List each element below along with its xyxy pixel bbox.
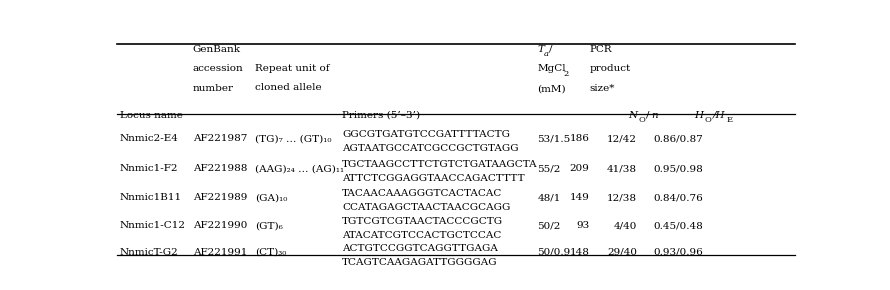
Text: AF221991: AF221991: [192, 248, 247, 257]
Text: 148: 148: [570, 248, 589, 257]
Text: AF221988: AF221988: [192, 164, 247, 173]
Text: 29/40: 29/40: [607, 248, 637, 257]
Text: 2: 2: [563, 70, 569, 78]
Text: 48/1: 48/1: [538, 193, 561, 202]
Text: N: N: [627, 111, 637, 120]
Text: 0.45/0.48: 0.45/0.48: [653, 221, 703, 230]
Text: Locus name: Locus name: [119, 111, 182, 120]
Text: TGTCGTCGTAACTACCCGCTG: TGTCGTCGTAACTACCCGCTG: [343, 217, 504, 226]
Text: Nnmic2-E4: Nnmic2-E4: [119, 134, 178, 143]
Text: 186: 186: [570, 134, 589, 143]
Text: Nnmic1-C12: Nnmic1-C12: [119, 221, 185, 230]
Text: O: O: [638, 116, 645, 124]
Text: (AAG)₂₄ … (AG)₁₁: (AAG)₂₄ … (AG)₁₁: [255, 164, 344, 173]
Text: AGTAATGCCATCGCCGCTGTAGG: AGTAATGCCATCGCCGCTGTAGG: [343, 144, 519, 153]
Text: 0.95/0.98: 0.95/0.98: [653, 164, 703, 173]
Text: TGCTAAGCCTTCTGTCTGATAAGCTA: TGCTAAGCCTTCTGTCTGATAAGCTA: [343, 160, 538, 169]
Text: 50/0.9: 50/0.9: [538, 248, 570, 257]
Text: (CT)₃₀: (CT)₃₀: [255, 248, 286, 257]
Text: GenBank: GenBank: [192, 45, 240, 54]
Text: ACTGTCCGGTCAGGTTGAGA: ACTGTCCGGTCAGGTTGAGA: [343, 244, 498, 253]
Text: ATACATCGTCCACTGCTCCAC: ATACATCGTCCACTGCTCCAC: [343, 231, 502, 240]
Text: E: E: [726, 116, 732, 124]
Text: 50/2: 50/2: [538, 221, 561, 230]
Text: 209: 209: [570, 164, 589, 173]
Text: /H: /H: [713, 111, 725, 120]
Text: Primers (5’–3’): Primers (5’–3’): [343, 111, 420, 120]
Text: Repeat unit of: Repeat unit of: [255, 64, 329, 73]
Text: a: a: [544, 50, 549, 58]
Text: (mM): (mM): [538, 84, 566, 93]
Text: AF221989: AF221989: [192, 193, 247, 202]
Text: Nnmic1-F2: Nnmic1-F2: [119, 164, 178, 173]
Text: T: T: [538, 45, 545, 54]
Text: (GT)₆: (GT)₆: [255, 221, 282, 230]
Text: 4/40: 4/40: [613, 221, 637, 230]
Text: 93: 93: [576, 221, 589, 230]
Text: accession: accession: [192, 64, 243, 73]
Text: 55/2: 55/2: [538, 164, 561, 173]
Text: 149: 149: [570, 193, 589, 202]
Text: 0.84/0.76: 0.84/0.76: [653, 193, 703, 202]
Text: TACAACAAAGGGTCACTACAC: TACAACAAAGGGTCACTACAC: [343, 189, 503, 198]
Text: ATTCTCGGAGGTAACCAGACTTTT: ATTCTCGGAGGTAACCAGACTTTT: [343, 174, 525, 183]
Text: Nnmic1B11: Nnmic1B11: [119, 193, 182, 202]
Text: (TG)₇ … (GT)₁₀: (TG)₇ … (GT)₁₀: [255, 134, 331, 143]
Text: O: O: [705, 116, 711, 124]
Text: AF221990: AF221990: [192, 221, 247, 230]
Text: product: product: [589, 64, 630, 73]
Text: CCATAGAGCTAACTAACGCAGG: CCATAGAGCTAACTAACGCAGG: [343, 203, 511, 212]
Text: TCAGTCAAGAGATTGGGGAG: TCAGTCAAGAGATTGGGGAG: [343, 258, 498, 267]
Text: number: number: [192, 84, 234, 93]
Text: size*: size*: [589, 84, 615, 93]
Text: (GA)₁₀: (GA)₁₀: [255, 193, 287, 202]
Text: NnmicT-G2: NnmicT-G2: [119, 248, 178, 257]
Text: /: /: [646, 111, 650, 120]
Text: H: H: [694, 111, 703, 120]
Text: PCR: PCR: [589, 45, 611, 54]
Text: cloned allele: cloned allele: [255, 84, 321, 93]
Text: n: n: [651, 111, 658, 120]
Text: /: /: [549, 45, 553, 54]
Text: GGCGTGATGTCCGATTTTACTG: GGCGTGATGTCCGATTTTACTG: [343, 130, 510, 139]
Text: AF221987: AF221987: [192, 134, 247, 143]
Text: MgCl: MgCl: [538, 64, 566, 73]
Text: 12/38: 12/38: [607, 193, 637, 202]
Text: 12/42: 12/42: [607, 134, 637, 143]
Text: 0.86/0.87: 0.86/0.87: [653, 134, 703, 143]
Text: 53/1.5: 53/1.5: [538, 134, 570, 143]
Text: 0.93/0.96: 0.93/0.96: [653, 248, 703, 257]
Text: 41/38: 41/38: [607, 164, 637, 173]
